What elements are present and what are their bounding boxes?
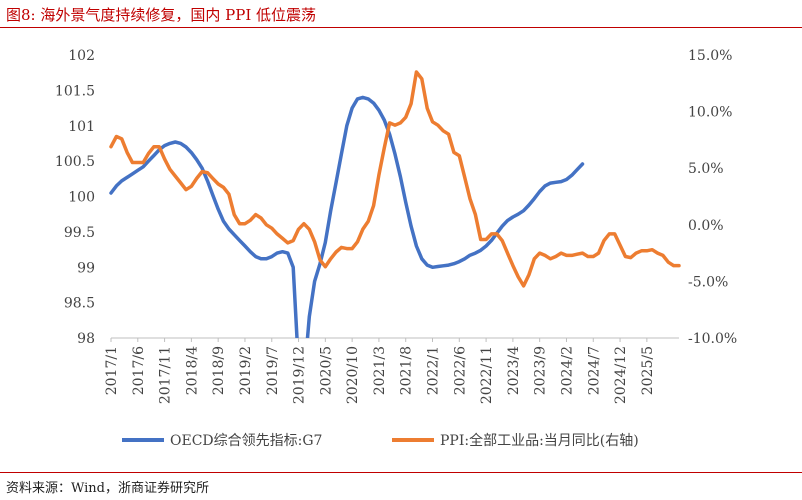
source-note: 资料来源：Wind，浙商证券研究所 <box>6 481 209 496</box>
left-tick-label: 100 <box>68 190 95 206</box>
right-tick-label: -5.0% <box>688 274 728 290</box>
x-tick-label: 2021/3 <box>372 346 388 395</box>
left-tick-label: 102 <box>68 48 95 64</box>
ppi-yoy-line <box>109 70 681 288</box>
x-tick-label: 2025/5 <box>640 346 656 395</box>
x-tick-label: 2019/7 <box>265 346 281 395</box>
chart: 98 98.5 99 99.5 100 100.5 101 101.5 102 -10.0% -5… <box>55 48 737 449</box>
x-tick-label: 2024/2 <box>559 346 575 395</box>
x-tick-label: 2018/4 <box>184 346 200 395</box>
x-tick-label: 2024/12 <box>613 346 629 404</box>
legend: OECD综合领先指标:G7 PPI:全部工业品:当月同比(右轴) <box>122 432 639 449</box>
x-tick-label: 2022/1 <box>426 346 442 395</box>
x-tick-label: 2017/1 <box>104 346 120 395</box>
series-layer <box>109 70 681 338</box>
figure-title: 图8: 海外景气度持续修复，国内 PPI 低位震荡 <box>6 6 317 24</box>
x-tick-label: 2020/10 <box>345 346 361 404</box>
right-tick-label: 10.0% <box>688 105 732 121</box>
x-tick-label: 2019/2 <box>238 346 254 395</box>
x-tick-label: 2023/4 <box>506 346 522 395</box>
title-rule <box>0 27 802 28</box>
right-tick-label: 15.0% <box>688 48 732 64</box>
left-tick-label: 100.5 <box>55 154 95 170</box>
left-tick-label: 98 <box>77 331 95 347</box>
legend-label: PPI:全部工业品:当月同比(右轴) <box>440 432 639 449</box>
x-tick-label: 2017/11 <box>158 346 174 404</box>
x-tick-label: 2018/9 <box>211 346 227 395</box>
x-tick-label: 2022/6 <box>452 346 468 395</box>
x-tick-label: 2017/6 <box>131 346 147 395</box>
x-tick-label: 2024/7 <box>586 346 602 395</box>
left-tick-label: 99.5 <box>64 225 95 241</box>
x-axis-ticks: 2017/1 2017/6 2017/11 2018/4 2018/9 2019/2 201… <box>104 338 656 404</box>
x-tick-label: 2019/12 <box>292 346 308 404</box>
source-rule <box>0 472 802 473</box>
right-tick-label: 0.0% <box>688 218 724 234</box>
left-tick-label: 101 <box>68 119 95 135</box>
legend-label: OECD综合领先指标:G7 <box>170 433 322 449</box>
right-tick-label: 5.0% <box>688 161 724 177</box>
left-tick-label: 99 <box>77 260 95 276</box>
oecd-cli-line <box>109 95 585 338</box>
right-axis-ticks: -10.0% -5.0% 0.0% 5.0% 10.0% 15.0% <box>688 48 737 347</box>
x-tick-label: 2020/5 <box>318 346 334 395</box>
x-tick-label: 2021/8 <box>399 346 415 395</box>
left-axis-ticks: 98 98.5 99 99.5 100 100.5 101 101.5 102 <box>55 48 95 347</box>
right-tick-label: -10.0% <box>688 331 737 347</box>
left-tick-label: 98.5 <box>64 296 95 312</box>
x-tick-label: 2022/11 <box>479 346 495 404</box>
x-tick-label: 2023/9 <box>533 346 549 395</box>
left-tick-label: 101.5 <box>55 83 95 99</box>
